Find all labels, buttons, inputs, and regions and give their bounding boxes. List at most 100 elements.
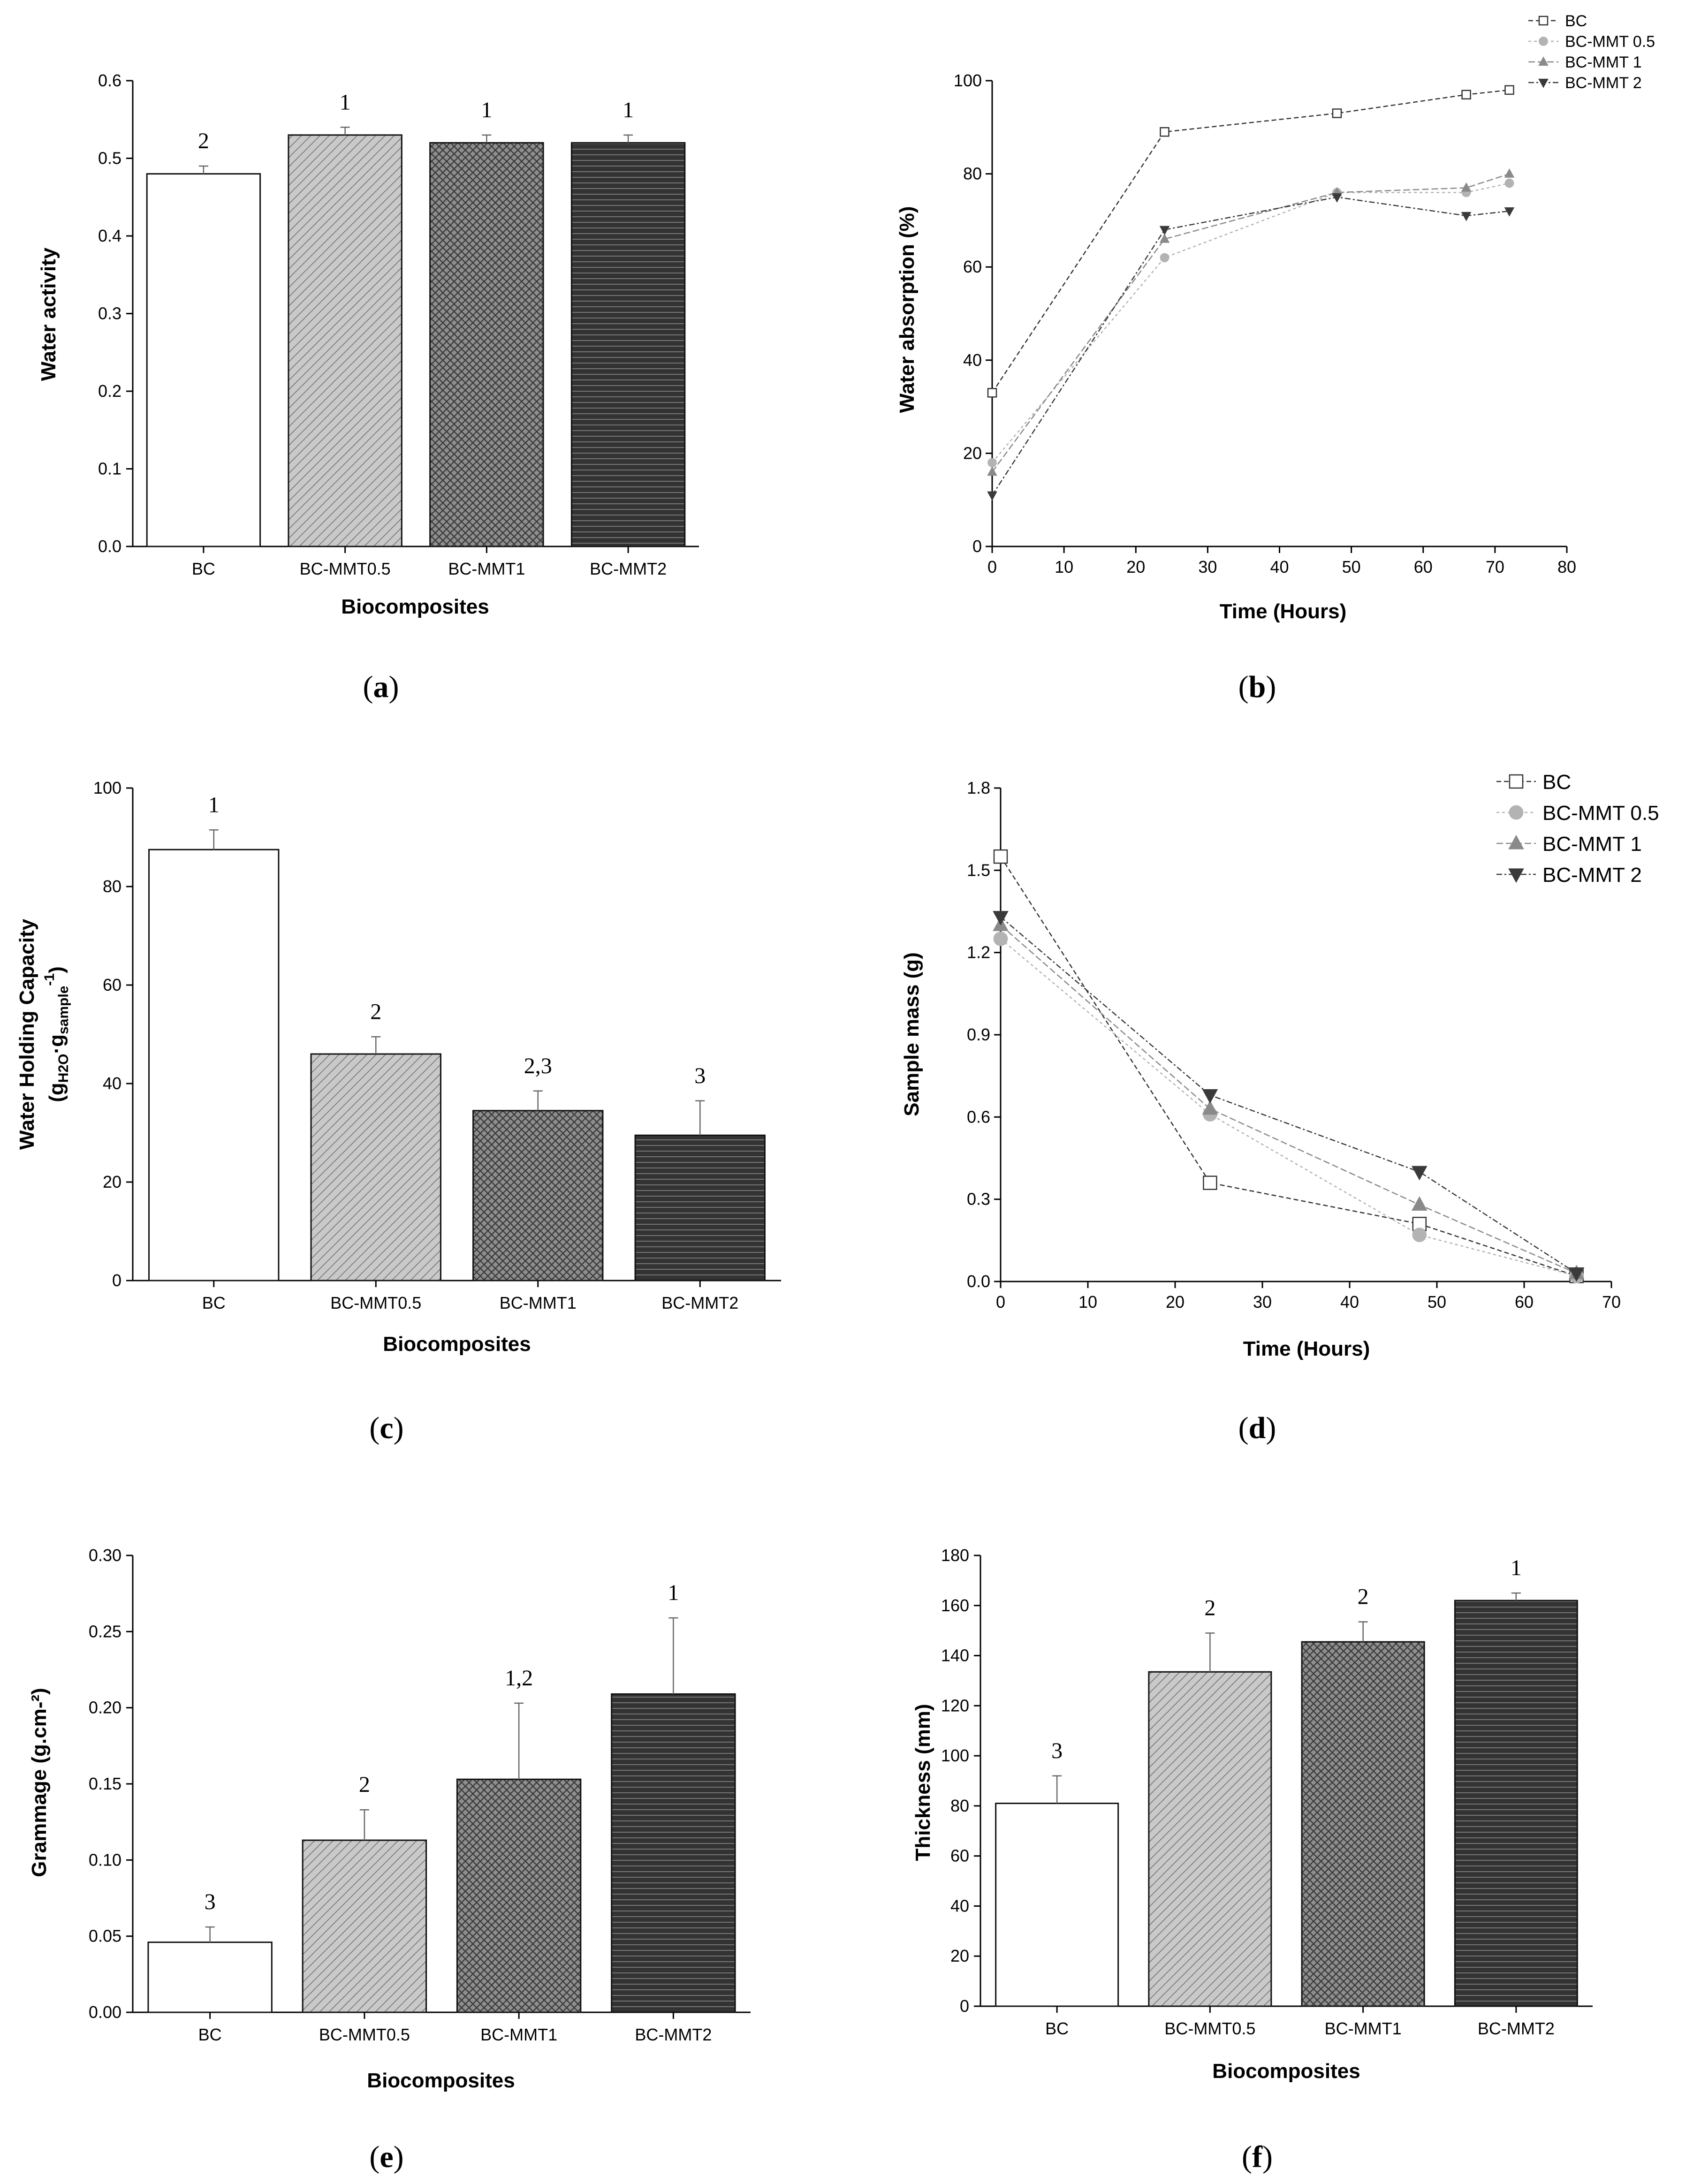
sample-mass-chart: Sample mass (g) Time (Hours) (d) 0.0 0.3 0… [900,771,1659,1445]
y-axis-label: Thickness (mm) [911,1704,934,1861]
y-tick-label: 0 [960,1996,969,2016]
marker-triangle-down [1461,212,1472,221]
significance-label: 1 [623,98,634,122]
series-line-bcmmt1 [1000,925,1577,1274]
panel-caption: (d) [1238,1411,1276,1445]
panel-caption: (f) [1242,2140,1273,2174]
y-axis-label: Water absorption (%) [896,206,919,413]
y-tick-label: 1.2 [967,943,990,962]
grammage-chart: Grammage (g.cm-²) Biocomposites (e) 0.00… [28,1546,751,2174]
legend-entry: BC-MMT 0.5 [1565,33,1655,51]
marker-triangle-up [1159,233,1170,243]
bar-bcmmt05 [288,134,402,547]
x-tick-label: BC-MMT1 [1325,2019,1402,2038]
y-axis-label: Sample mass (g) [900,952,923,1116]
y-tick-label: 120 [941,1696,969,1715]
significance-label: 3 [205,1889,216,1914]
marker-circle [1509,805,1524,820]
x-tick-label: BC-MMT2 [661,1293,738,1312]
marker-square [1203,1175,1217,1190]
x-tick-label: BC-MMT0.5 [300,559,391,578]
bar-bcmmt2 [611,1693,736,2013]
y-tick-label: 140 [941,1646,969,1665]
series-line-bcmmt05 [992,182,1510,463]
y-tick-label: 1.8 [967,778,990,797]
y-axis-label: Grammage (g.cm-²) [28,1688,51,1877]
marker-circle [1412,1228,1427,1243]
marker-triangle-down [1159,226,1170,235]
marker-circle [993,932,1008,946]
legend-entry: BC-MMT 2 [1542,864,1642,887]
x-tick-label: 60 [1515,1292,1534,1312]
marker-triangle-up [1504,168,1515,178]
x-tick-label: 0 [996,1292,1005,1312]
marker-triangle-down [1508,868,1524,883]
bar-bcmmt1 [472,1110,604,1282]
x-tick-label: BC-MMT0.5 [1164,2019,1255,2038]
y-tick-label: 0 [112,1271,122,1290]
x-tick-label: BC [192,559,215,578]
y-tick-label: 40 [103,1074,122,1093]
marker-triangle-up [1412,1196,1428,1211]
marker-triangle-down [1538,78,1549,88]
y-tick-label: 0.25 [89,1622,122,1641]
series-line-bcmmt2 [991,196,1510,496]
legend-entry: BC [1565,12,1587,30]
x-axis-label: Biocomposites [367,2069,515,2092]
marker-triangle-down [1202,1089,1218,1104]
unit-mid: ·g [45,1034,68,1054]
x-tick-label: BC-MMT0.5 [330,1293,421,1312]
y-tick-label: 20 [963,443,982,463]
y-tick-label: 0.05 [89,1926,122,1946]
marker-triangle-up [1202,1100,1218,1115]
series-line-bc [1000,856,1577,1277]
bar-bcmmt1 [429,142,544,547]
marker-circle [1539,37,1548,46]
y-tick-label: 0.3 [967,1190,990,1209]
marker-square [1332,108,1342,118]
y-tick-label: 0.6 [967,1107,990,1126]
x-tick-label: 70 [1602,1292,1621,1312]
y-tick-label: 100 [954,71,982,90]
significance-label: 1 [208,792,220,817]
water-activity-chart: Water activity Biocomposites (a) 0.0 0.1 0… [37,71,699,704]
y-tick-label: 100 [93,778,122,797]
series-line-bc [991,89,1510,393]
x-tick-label: BC-MMT2 [1478,2019,1555,2038]
x-tick-label: 30 [1198,557,1217,576]
y-tick-label: 0.1 [98,459,122,478]
legend-entry: BC-MMT 1 [1542,833,1642,856]
significance-label: 3 [1051,1738,1063,1763]
y-tick-label: 0.15 [89,1774,122,1793]
panel-letter: f [1252,2140,1263,2174]
bar-bcmmt2 [634,1134,766,1282]
x-tick-label: BC-MMT0.5 [319,2025,410,2044]
x-axis-label: Biocomposites [341,595,489,618]
x-tick-label: 20 [1166,1292,1185,1312]
y-tick-label: 100 [941,1746,969,1765]
x-tick-label: 10 [1078,1292,1097,1312]
significance-label: 1 [1511,1555,1522,1580]
x-tick-label: 70 [1486,557,1504,576]
y-tick-label: 0.3 [98,304,122,323]
x-tick-label: 80 [1557,557,1576,576]
y-tick-label: 0.30 [89,1546,122,1565]
y-tick-label: 180 [941,1546,969,1565]
significance-label: 1 [340,90,351,114]
panel-letter: e [380,2140,393,2174]
bar-bcmmt2 [570,142,686,547]
bar-bc [995,1803,1119,2007]
y-tick-label: 40 [963,350,982,370]
y-tick-label: 0.2 [98,381,122,401]
y-tick-label: 60 [950,1846,969,1866]
legend-entry: BC-MMT 1 [1565,53,1642,71]
series-line-bcmmt1 [991,173,1510,472]
bar-bc [147,1941,273,2013]
bar-bc [146,173,261,547]
marker-square [987,388,997,398]
bar-bcmmt05 [310,1053,441,1282]
unit-open: (g [45,1083,68,1102]
x-tick-label: 50 [1342,557,1361,576]
marker-triangle-down [1332,193,1342,203]
